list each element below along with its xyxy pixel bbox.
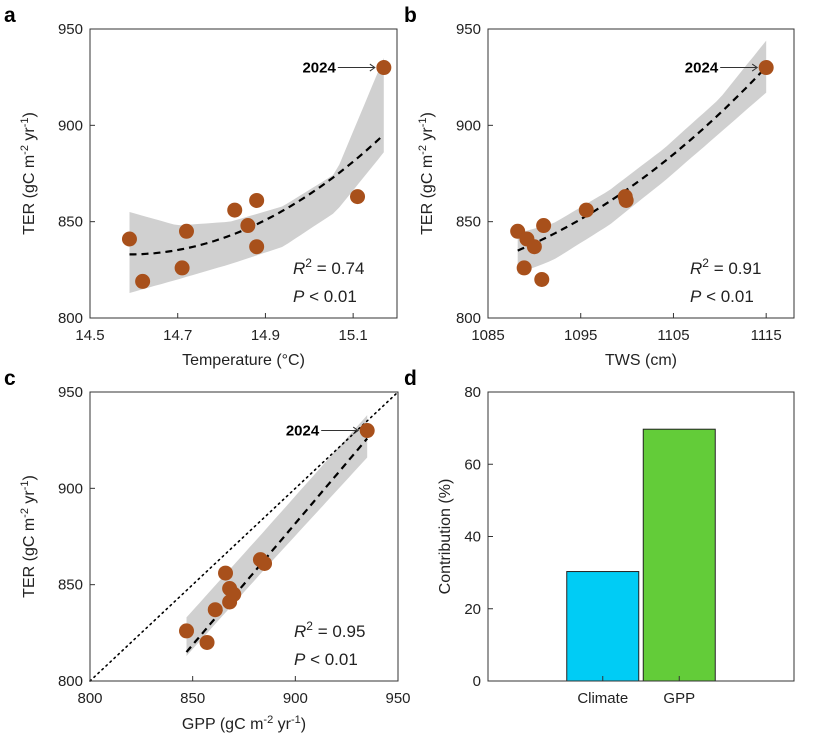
data-point — [249, 192, 265, 208]
y-tick-label: 950 — [58, 21, 83, 38]
bar-gpp — [642, 428, 716, 682]
axes-frame — [89, 28, 398, 319]
data-point — [350, 189, 366, 205]
y-tick-label: 800 — [456, 310, 481, 327]
data-point — [578, 202, 594, 218]
y-tick-label: 0 — [473, 673, 481, 690]
panel-a: a 2024 R2 = 0.74 P < 0.01 14.5 14.7 14.9 15.1 Te… — [4, 4, 398, 369]
fit-line — [517, 66, 767, 252]
data-point — [178, 223, 194, 239]
data-point — [121, 231, 137, 247]
y-tick-label: 850 — [456, 214, 481, 231]
data-point — [376, 60, 392, 76]
data-point — [226, 586, 242, 602]
confidence-band — [129, 57, 384, 294]
data-point — [249, 239, 265, 255]
x-tick-label: 1115 — [751, 327, 782, 344]
y-tick-label: 40 — [464, 529, 481, 546]
y-tick-label: 80 — [464, 384, 481, 401]
r-squared-text: R2 = 0.91 — [690, 256, 761, 278]
data-point — [758, 60, 774, 76]
one-to-one-line — [89, 391, 399, 682]
y-tick-label: 800 — [58, 673, 83, 690]
data-point — [240, 218, 256, 234]
y-tick-label: 60 — [464, 456, 481, 473]
panel-letter-a: a — [4, 4, 16, 27]
y-tick-label: 900 — [58, 480, 83, 497]
y-tick-label: 800 — [58, 310, 83, 327]
y-tick-label: 20 — [464, 601, 481, 618]
x-tick-label: 1085 — [471, 327, 504, 344]
y-tick-label: 900 — [456, 117, 481, 134]
data-point — [534, 271, 550, 287]
r-squared-text: R2 = 0.74 — [293, 256, 364, 278]
data-point — [257, 555, 273, 571]
y-axis-label-a: TER (gC m-2 yr-1) — [19, 112, 38, 235]
fit-line — [129, 133, 385, 256]
confidence-band — [517, 40, 767, 274]
highlight-label: 2024 — [286, 423, 320, 440]
axes-frame — [487, 391, 795, 682]
bar-climate — [566, 571, 640, 682]
data-point — [516, 260, 532, 276]
x-tick-label: 850 — [180, 690, 205, 707]
highlight-label: 2024 — [685, 60, 719, 77]
panel-letter-c: c — [4, 367, 16, 390]
x-tick-label: 14.5 — [75, 327, 104, 344]
data-point — [526, 239, 542, 255]
y-tick-label: 850 — [58, 577, 83, 594]
panel-d: d Climate GPP Contribution (%) 0 20 40 60 80 — [404, 367, 795, 707]
y-axis-label-c: TER (gC m-2 yr-1) — [19, 475, 38, 598]
x-tick-label: Climate — [577, 690, 628, 707]
x-axis-label: Temperature (°C) — [182, 352, 305, 369]
x-tick-label: 950 — [385, 690, 410, 707]
x-tick-label: GPP — [663, 690, 695, 707]
y-axis-label-d: Contribution (%) — [437, 479, 454, 595]
arrowhead-icon — [369, 63, 376, 72]
data-point — [199, 634, 215, 650]
highlight-label: 2024 — [302, 60, 336, 77]
y-axis-label-b: TER (gC m-2 yr-1) — [417, 112, 436, 235]
x-tick-label: 14.7 — [163, 327, 192, 344]
y-tick-label: 850 — [58, 214, 83, 231]
data-point — [227, 202, 243, 218]
data-point — [359, 423, 375, 439]
p-value-text: P < 0.01 — [690, 287, 754, 306]
x-axis-label: GPP (gC m-2 yr-1) — [182, 714, 306, 733]
x-tick-label: 14.9 — [251, 327, 280, 344]
fit-line — [185, 437, 369, 653]
data-point — [218, 565, 234, 581]
data-point — [207, 602, 223, 618]
y-tick-label: 950 — [58, 384, 83, 401]
panel-b: b 2024 R2 = 0.91 P < 0.01 1085 1095 1105 1115 TW… — [404, 4, 795, 369]
x-tick-label: 15.1 — [339, 327, 368, 344]
y-tick-label: 950 — [456, 21, 481, 38]
data-point — [536, 218, 552, 234]
x-tick-label: 1105 — [657, 327, 689, 344]
p-value-text: P < 0.01 — [294, 650, 358, 669]
r-squared-text: R2 = 0.95 — [294, 619, 365, 641]
arrowhead-icon — [751, 63, 759, 72]
data-point — [135, 273, 151, 289]
data-point — [618, 192, 634, 208]
x-axis-label: TWS (cm) — [605, 352, 677, 369]
x-tick-label: 1095 — [564, 327, 597, 344]
x-tick-label: 800 — [77, 690, 102, 707]
p-value-text: P < 0.01 — [293, 287, 357, 306]
arrowhead-icon — [352, 426, 360, 435]
axes-frame — [89, 391, 399, 682]
panel-letter-d: d — [404, 367, 417, 390]
axes-frame — [487, 28, 795, 319]
data-point — [174, 260, 190, 276]
panel-c: c 2024 R2 = 0.95 P < 0.01 800 850 900 950 GPP (g… — [4, 367, 411, 733]
y-tick-label: 900 — [58, 117, 83, 134]
data-point — [179, 623, 195, 639]
panel-letter-b: b — [404, 4, 417, 27]
x-tick-label: 900 — [283, 690, 308, 707]
